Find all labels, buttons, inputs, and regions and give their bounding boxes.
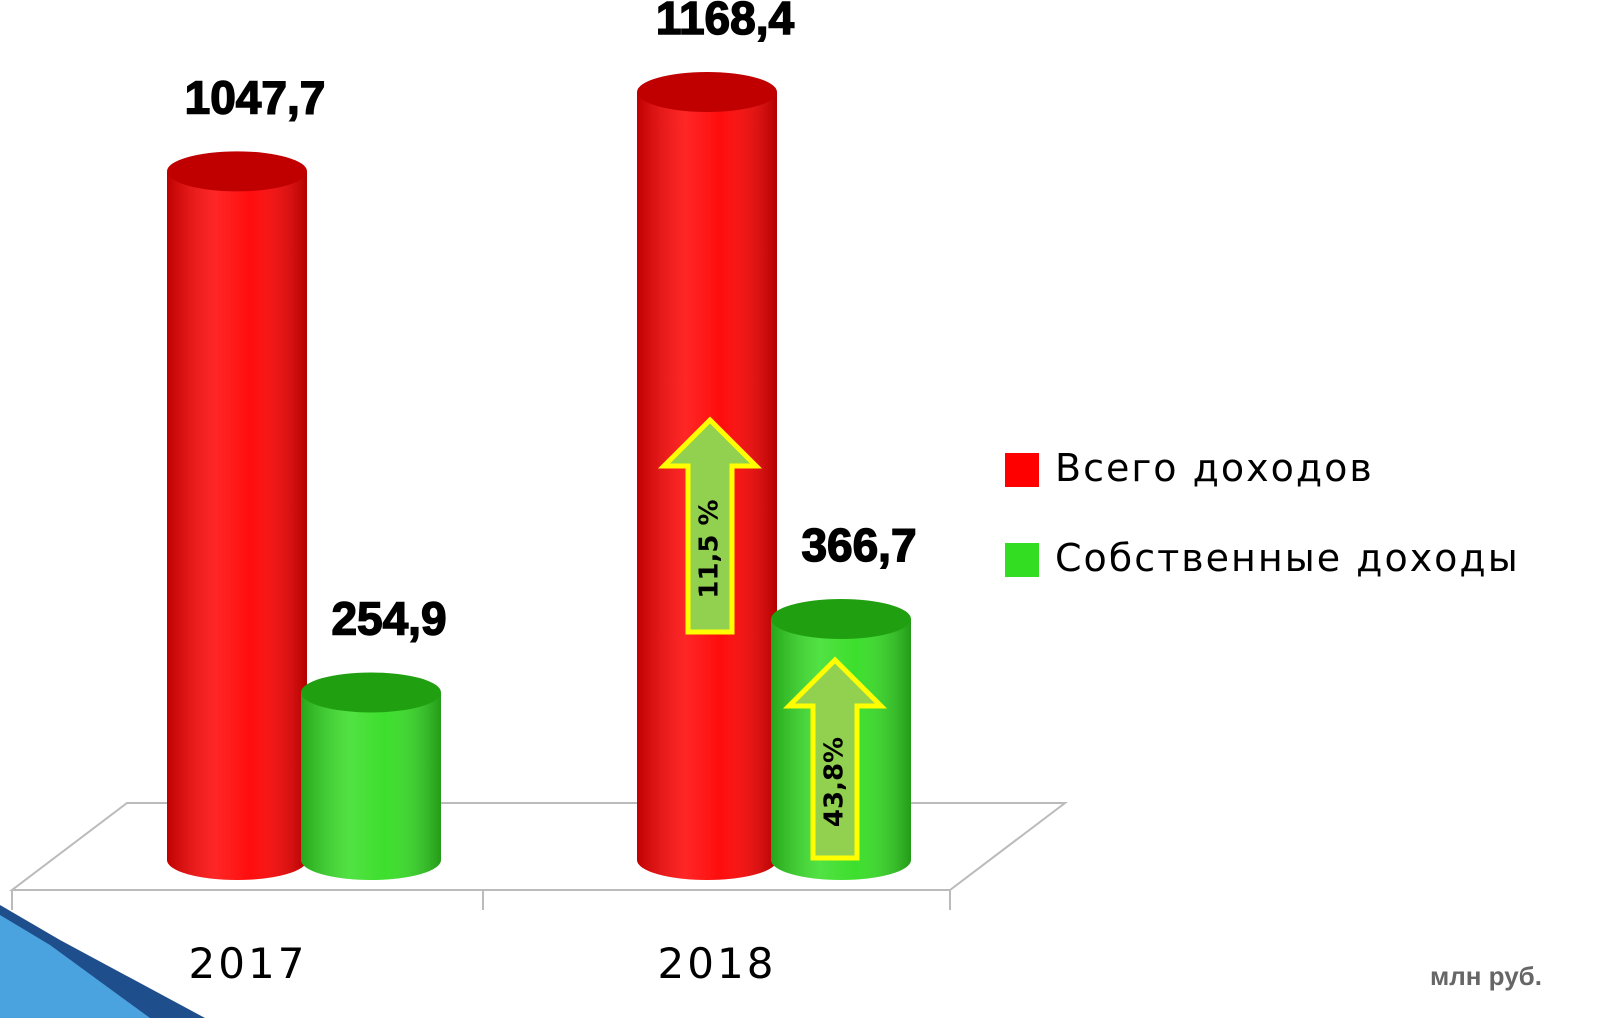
x-tick-label: 2017 <box>189 939 308 988</box>
cylinder-shade <box>167 171 307 880</box>
bar <box>301 672 441 880</box>
legend-swatch <box>1005 453 1039 487</box>
value-label: 1047,7 <box>185 71 326 123</box>
cylinder-top <box>301 672 441 713</box>
unit-label: млн руб. <box>1430 961 1542 991</box>
arrow <box>657 416 763 635</box>
annotation: 43,8% <box>820 737 850 827</box>
value-label: 366,7 <box>801 519 916 571</box>
cylinder-shade <box>301 692 441 880</box>
cylinder-top <box>167 151 307 192</box>
decoration <box>0 915 150 1018</box>
arrow <box>782 656 888 861</box>
legend-swatch <box>1005 543 1039 577</box>
annotation: 11,5 % <box>695 499 725 598</box>
cylinder-top <box>771 598 911 639</box>
cylinder-top <box>637 72 777 112</box>
bar <box>167 151 307 880</box>
x-tick-label: 2018 <box>658 939 777 988</box>
legend-label: Всего доходов <box>1055 446 1374 490</box>
value-label: 1168,4 <box>656 0 795 44</box>
value-label: 254,9 <box>331 592 446 644</box>
legend-label: Собственные доходы <box>1055 536 1520 580</box>
